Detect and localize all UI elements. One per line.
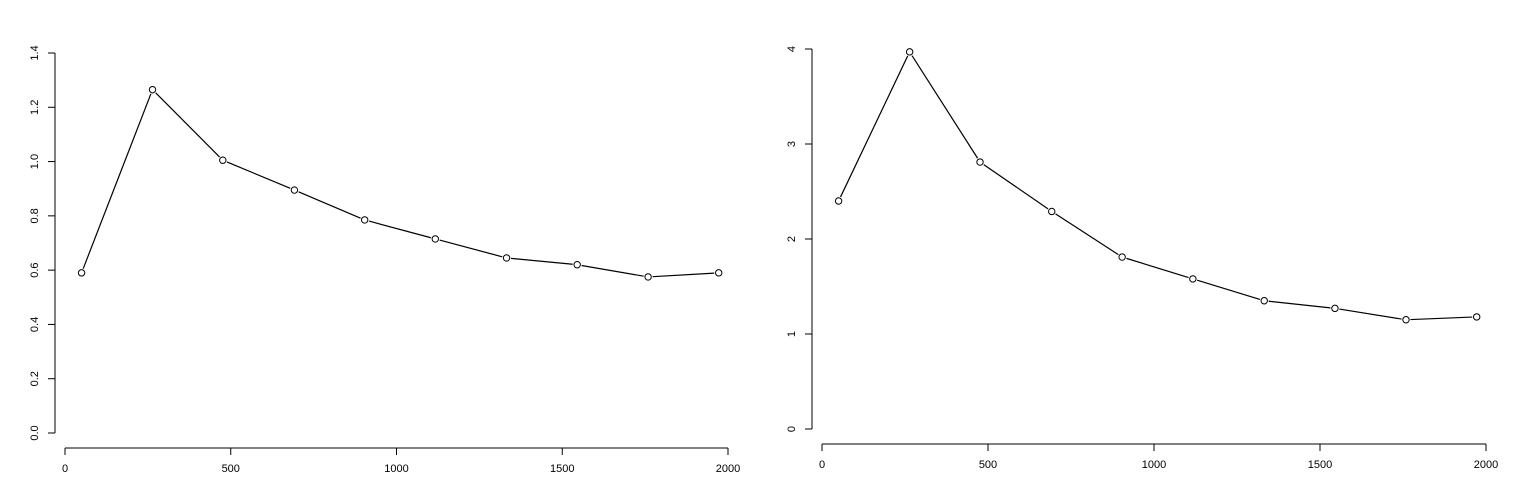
series-line-segment xyxy=(652,272,715,278)
y-tick-label: 1.2 xyxy=(29,100,41,115)
series-line-segment xyxy=(510,257,573,265)
y-tick-label: 1.0 xyxy=(29,154,41,169)
y-tick-label: 0.8 xyxy=(29,208,41,223)
data-point xyxy=(77,269,86,277)
x-tick-label: 500 xyxy=(979,459,997,471)
series-line-segment xyxy=(298,191,361,219)
series-line-segment xyxy=(82,93,152,269)
data-point xyxy=(573,261,581,269)
y-tick-label: 4 xyxy=(786,46,798,52)
series-line-segment xyxy=(1126,257,1189,279)
data-point xyxy=(1048,207,1056,216)
x-tick-label: 500 xyxy=(222,463,240,475)
series-line-segment xyxy=(368,220,432,239)
y-tick-label: 1.4 xyxy=(29,45,41,60)
data-point xyxy=(1473,313,1481,321)
y-tick-label: 0.6 xyxy=(29,262,41,277)
data-point xyxy=(976,158,984,166)
series-line-segment xyxy=(839,55,909,198)
x-tick-label: 0 xyxy=(62,463,68,475)
series-line-segment xyxy=(911,55,979,159)
x-tick-label: 1000 xyxy=(384,463,408,475)
chart-right: 0 1 2 3 4 0 500 1000 1500 2000 xyxy=(786,46,1498,471)
data-point xyxy=(644,273,652,281)
data-point xyxy=(360,216,369,224)
data-point xyxy=(1189,275,1197,283)
y-tick-label: 0 xyxy=(786,426,798,432)
data-point xyxy=(715,269,723,277)
x-tick-label: 2000 xyxy=(716,463,740,475)
series-line-segment xyxy=(226,161,291,189)
x-tick-label: 1500 xyxy=(1308,459,1332,471)
series-line-segment xyxy=(1339,308,1402,320)
series-line-segment xyxy=(581,264,644,277)
series-line-segment xyxy=(1268,300,1331,309)
data-point xyxy=(1260,297,1268,305)
data-point xyxy=(148,85,157,94)
data-point xyxy=(905,48,914,56)
y-tick-label: 0.0 xyxy=(29,425,41,440)
series-line-segment xyxy=(155,92,221,158)
data-point xyxy=(290,186,299,194)
data-point xyxy=(834,197,843,205)
x-tick-label: 0 xyxy=(819,459,825,471)
y-tick-label: 1 xyxy=(786,331,798,337)
data-point xyxy=(1402,316,1410,324)
y-tick-label: 3 xyxy=(786,141,798,147)
series-line-segment xyxy=(439,239,503,258)
data-point xyxy=(502,254,511,262)
data-point xyxy=(1331,304,1339,313)
series-line-segment xyxy=(1196,279,1261,301)
chart-left: 0.0 0.2 0.4 0.6 0.8 1.0 1.2 1.4 0 500 1000 1500 2000 xyxy=(29,45,740,475)
y-tick-label: 0.4 xyxy=(29,317,41,332)
data-point xyxy=(431,235,439,243)
series-line-segment xyxy=(983,164,1049,210)
y-tick-label: 2 xyxy=(786,236,798,242)
data-point xyxy=(1118,253,1126,261)
data-point xyxy=(219,156,227,164)
series-line-segment xyxy=(1410,316,1473,321)
x-tick-label: 2000 xyxy=(1474,459,1498,471)
series-line-segment xyxy=(1055,213,1119,256)
x-tick-label: 1000 xyxy=(1142,459,1166,471)
x-tick-label: 1500 xyxy=(550,463,574,475)
y-tick-label: 0.2 xyxy=(29,371,41,386)
